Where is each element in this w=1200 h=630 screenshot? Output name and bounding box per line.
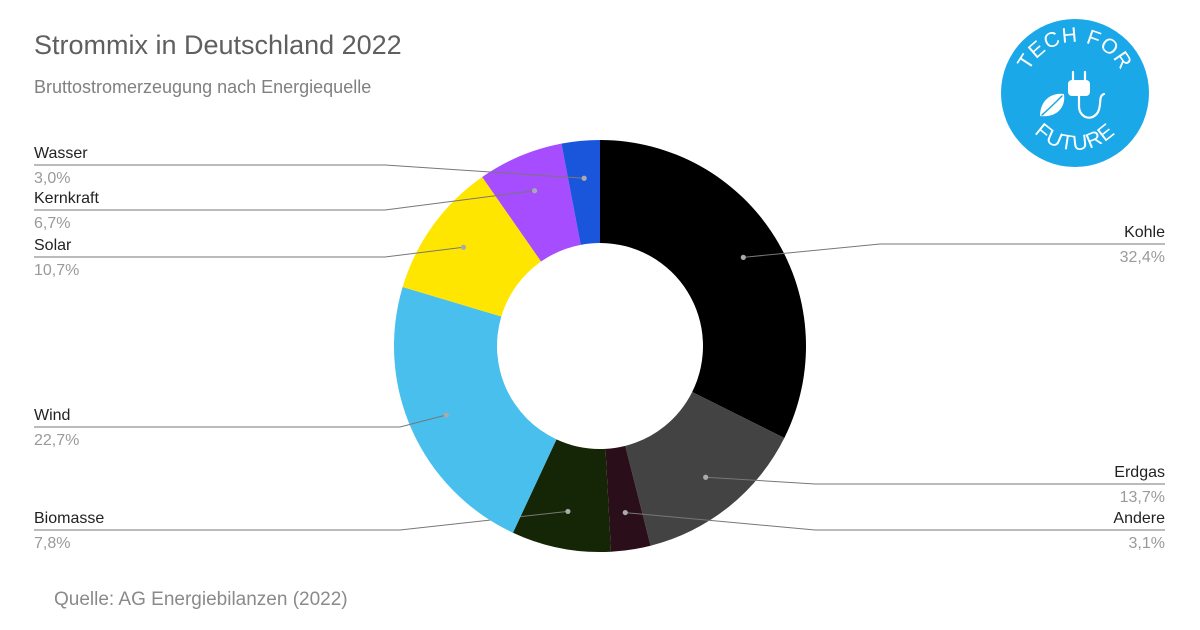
- label-name-solar: Solar: [34, 237, 72, 254]
- slice-kohle: [600, 140, 806, 438]
- leader-dot-wind: [443, 412, 449, 418]
- label-name-wasser: Wasser: [34, 145, 88, 162]
- slice-solar: [402, 177, 542, 317]
- leader-line-andere: [625, 512, 1165, 531]
- label-name-kernkraft: Kernkraft: [34, 190, 99, 207]
- leader-dot-wasser: [581, 175, 587, 181]
- label-value-erdgas: 13,7%: [1120, 489, 1165, 506]
- leader-line-erdgas: [705, 476, 1165, 485]
- label-name-andere: Andere: [1113, 510, 1165, 527]
- chart-title: Strommix in Deutschland 2022: [34, 30, 402, 60]
- leader-line-kernkraft: [34, 190, 535, 211]
- label-value-kernkraft: 6,7%: [34, 215, 70, 232]
- slice-andere: [605, 445, 651, 552]
- label-value-solar: 10,7%: [34, 262, 79, 279]
- leader-line-solar: [34, 246, 464, 258]
- slice-wasser: [561, 140, 600, 245]
- label-value-kohle: 32,4%: [1120, 249, 1165, 266]
- leader-line-kohle: [743, 243, 1165, 258]
- label-value-wind: 22,7%: [34, 432, 79, 449]
- leader-dot-biomasse: [565, 508, 571, 515]
- leader-dot-erdgas: [703, 474, 709, 480]
- label-value-andere: 3,1%: [1129, 535, 1165, 552]
- leader-dot-andere: [622, 509, 628, 516]
- leader-line-wind: [34, 414, 447, 428]
- label-name-erdgas: Erdgas: [1114, 464, 1165, 481]
- label-value-biomasse: 7,8%: [34, 535, 70, 552]
- tech-for-future-logo: TECH FOR FUTURE: [1001, 19, 1149, 167]
- leader-dot-kohle: [740, 254, 746, 260]
- leader-dot-solar: [460, 244, 467, 250]
- source-note: Quelle: AG Energiebilanzen (2022): [54, 589, 348, 610]
- chart-subtitle: Bruttostromerzeugung nach Energiequelle: [34, 77, 372, 97]
- label-name-biomasse: Biomasse: [34, 510, 104, 527]
- slice-erdgas: [625, 391, 785, 546]
- plug-leaf-icon: [1040, 70, 1106, 119]
- slice-wind: [393, 287, 557, 533]
- label-name-kohle: Kohle: [1124, 224, 1165, 241]
- leader-dot-kernkraft: [532, 188, 538, 194]
- label-value-wasser: 3,0%: [34, 170, 70, 187]
- slice-biomasse: [512, 439, 611, 552]
- leader-line-wasser: [34, 164, 585, 179]
- label-name-wind: Wind: [34, 407, 70, 424]
